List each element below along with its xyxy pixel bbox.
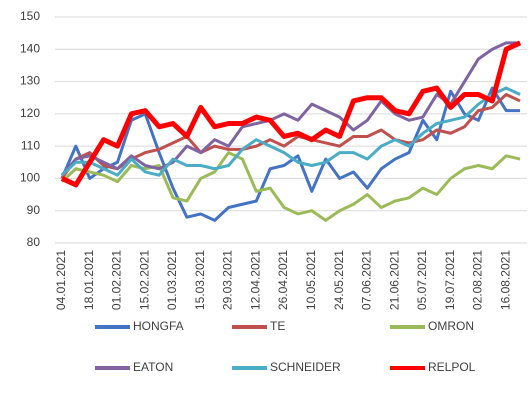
x-tick-label: 29.03.2021 [221,250,235,310]
x-tick-label: 01.03.2021 [165,250,179,310]
legend-entry: TE [232,319,285,333]
y-tick-label: 90 [27,203,41,217]
legend-label: SCHNEIDER [270,360,341,374]
legend-entry: SCHNEIDER [232,360,341,374]
x-tick-label: 05.07.2021 [415,250,429,310]
legend-label: EATON [133,360,173,374]
x-tick-label: 16.08.2021 [498,250,512,310]
legend-label: RELPOL [428,360,476,374]
x-tick-label: 01.02.2021 [110,250,124,310]
y-tick-label: 80 [27,235,41,249]
x-tick-label: 15.02.2021 [137,250,151,310]
x-tick-label: 21.06.2021 [387,250,401,310]
x-tick-label: 24.05.2021 [332,250,346,310]
x-tick-label: 02.08.2021 [471,250,485,310]
y-tick-label: 140 [20,41,40,55]
x-tick-label: 18.01.2021 [82,250,96,310]
y-tick-label: 130 [20,74,40,88]
y-tick-label: 110 [21,138,40,152]
legend-entry: OMRON [390,319,474,333]
x-tick-label: 12.04.2021 [248,250,262,310]
x-tick-label: 10.05.2021 [304,250,318,310]
legend-entry: EATON [95,360,173,374]
legend-entry: RELPOL [390,360,476,374]
series-line [60,86,521,177]
y-tick-label: 120 [20,106,40,120]
legend-entry: HONGFA [95,319,184,333]
x-tick-label: 15.03.2021 [193,250,207,310]
x-tick-label: 07.06.2021 [360,250,374,310]
legend-label: OMRON [428,319,474,333]
series-line [60,86,521,222]
series-line [60,40,522,188]
x-tick-label: 26.04.2021 [276,250,290,310]
legend-label: TE [270,319,285,333]
legend-label: HONGFA [133,319,184,333]
y-tick-label: 100 [20,171,40,185]
x-tick-label: 19.07.2021 [443,250,457,310]
y-tick-label: 150 [20,9,40,23]
series-line [60,92,521,180]
x-tick-label: 04.01.2021 [54,250,68,310]
